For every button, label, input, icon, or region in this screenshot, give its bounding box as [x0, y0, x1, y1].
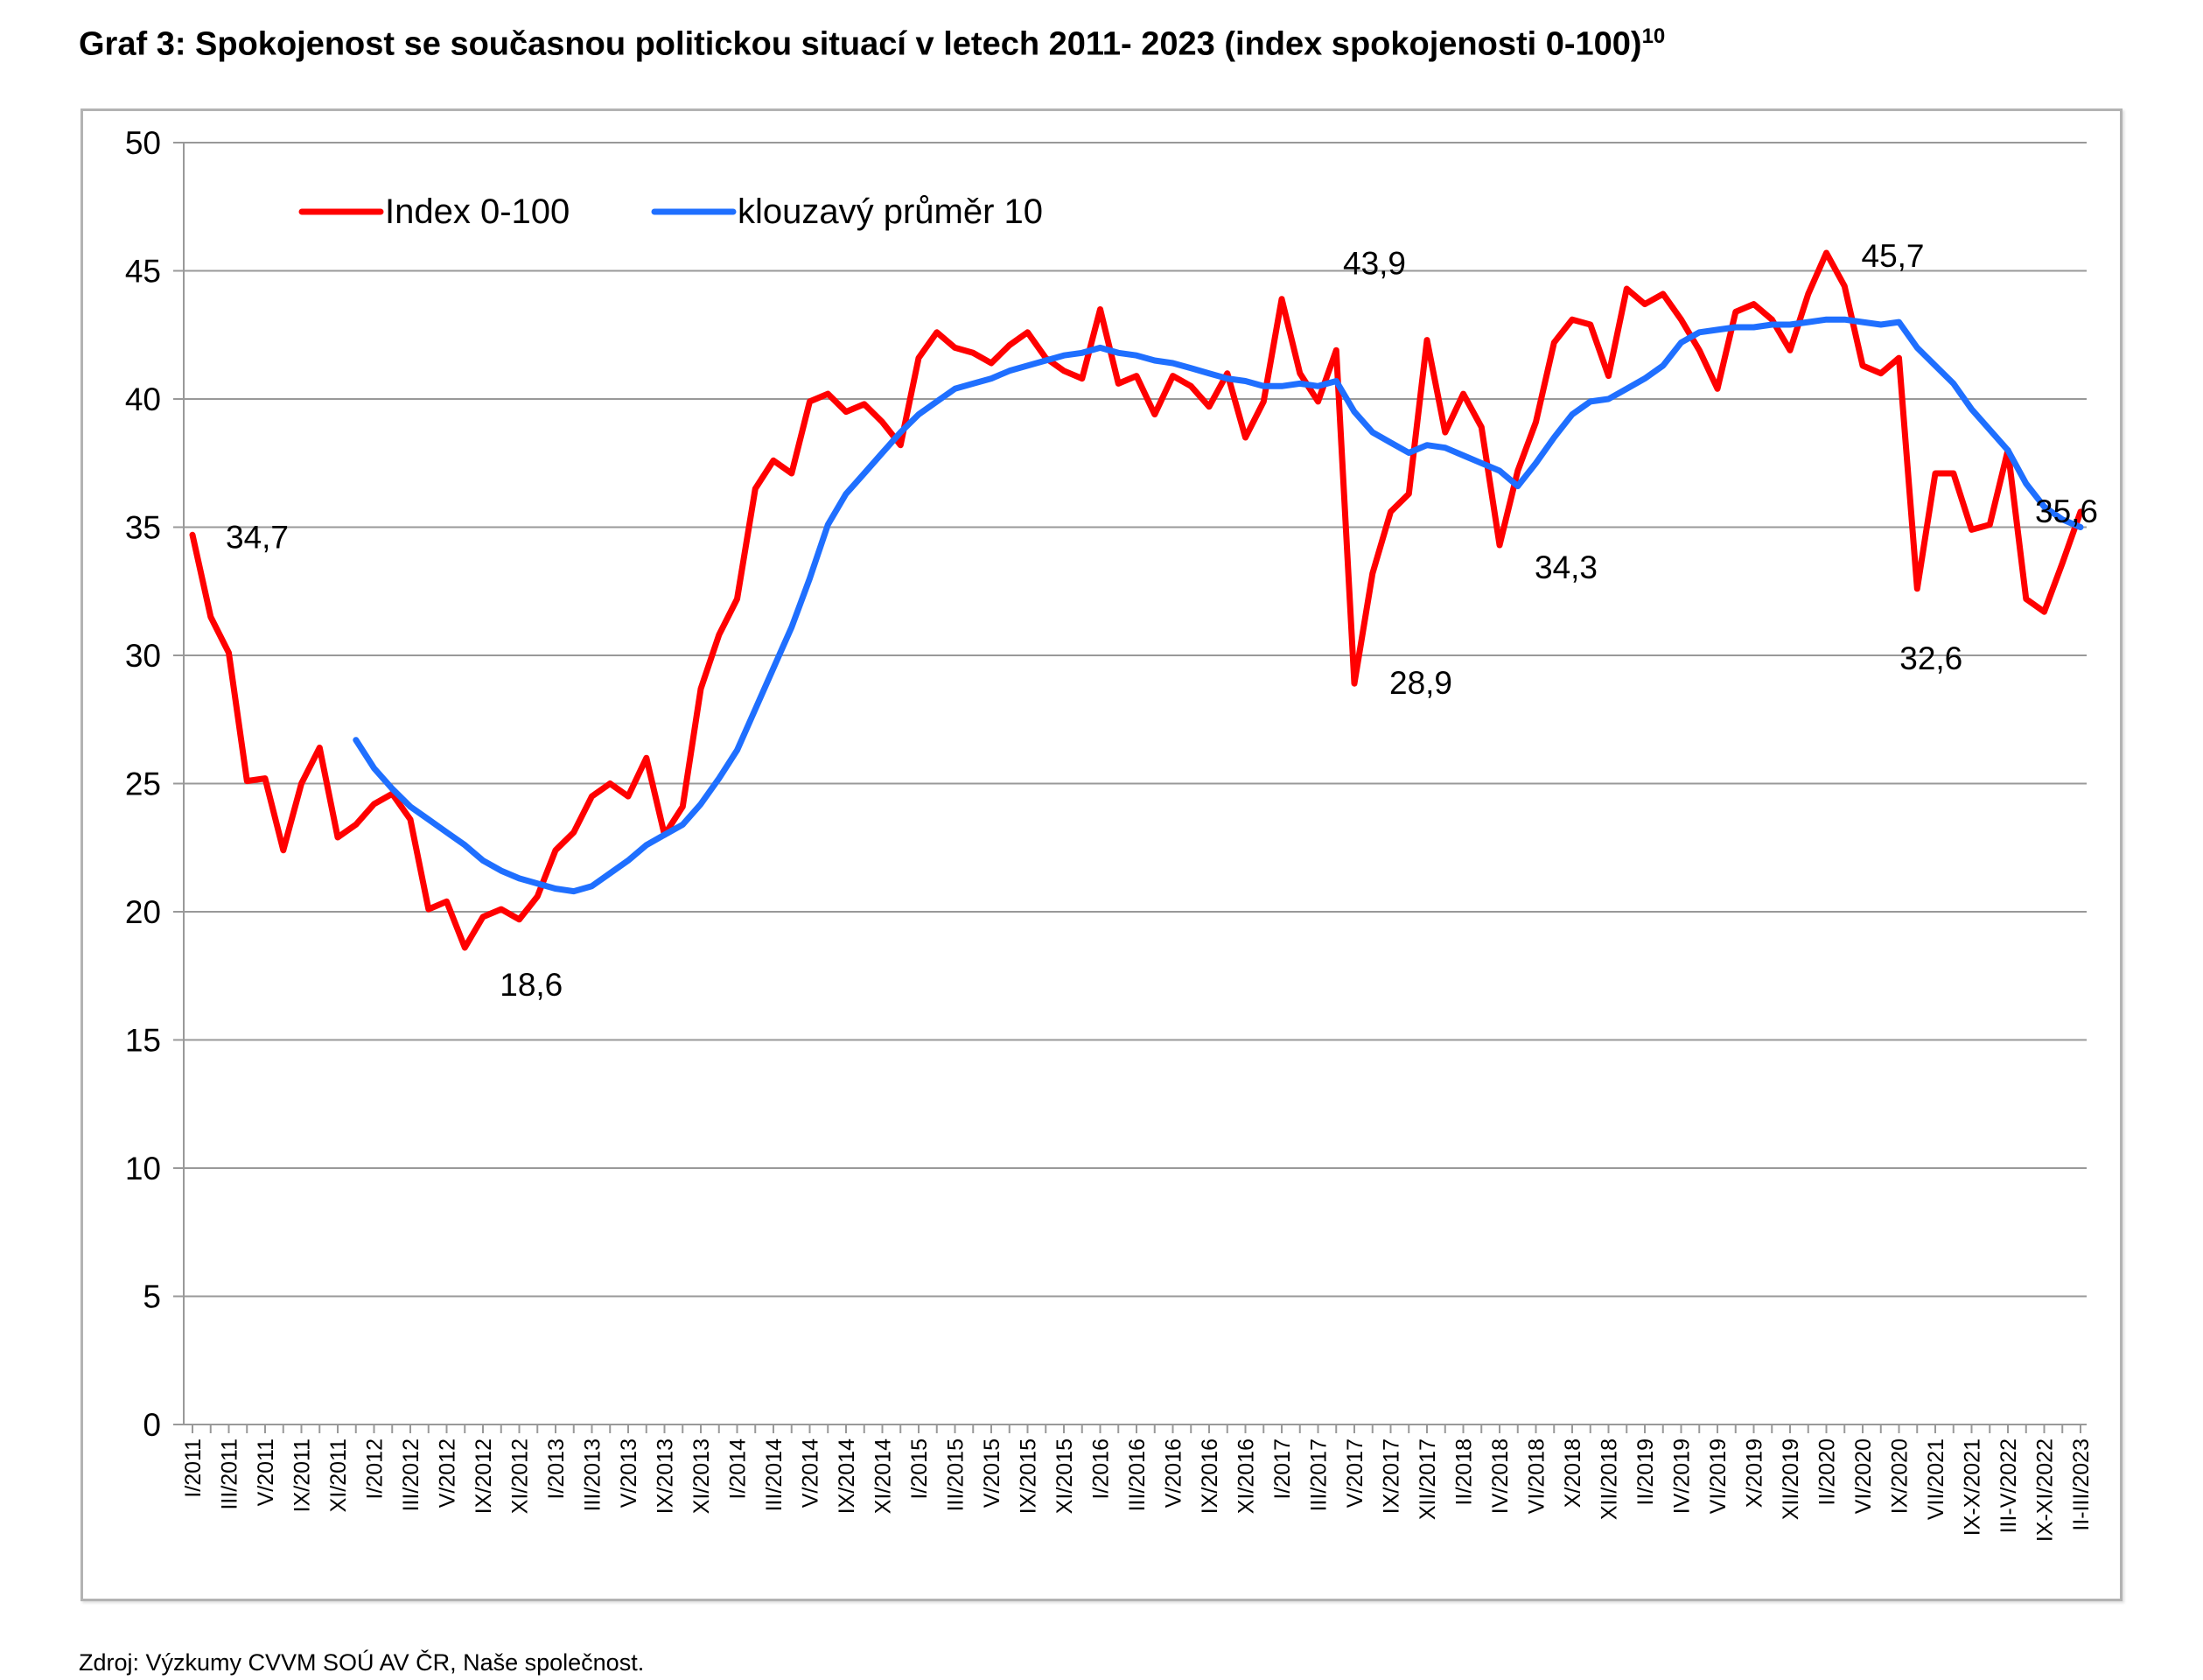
- x-tick-label: II-III/2023: [2069, 1438, 2094, 1531]
- chart-title-text: Graf 3: Spokojenost se současnou politic…: [79, 25, 1642, 63]
- x-tick-label: I/2011: [181, 1438, 206, 1498]
- y-tick-label: 10: [125, 1151, 161, 1186]
- x-tick-label: V/2012: [436, 1438, 460, 1508]
- y-tick-label: 5: [143, 1279, 161, 1315]
- x-tick-label: VI/2020: [1851, 1438, 1876, 1514]
- x-tick-label: I/2012: [363, 1438, 388, 1500]
- legend-label-0: Index 0-100: [385, 192, 570, 231]
- x-tick-label: IX/2012: [472, 1438, 496, 1514]
- y-tick-label: 35: [125, 510, 161, 546]
- x-tick-label: III-V/2022: [1997, 1438, 2021, 1533]
- x-tick-label: XI/2013: [689, 1438, 714, 1514]
- data-label: 35,6: [2035, 494, 2098, 529]
- x-tick-label: I/2016: [1089, 1438, 1114, 1500]
- x-tick-label: VII/2021: [1924, 1438, 1948, 1520]
- y-tick-label: 20: [125, 894, 161, 930]
- legend-label-1: klouzavý průměr 10: [738, 192, 1043, 231]
- x-tick-label: XII/2017: [1416, 1438, 1440, 1520]
- y-tick-label: 30: [125, 638, 161, 674]
- data-label: 34,3: [1535, 550, 1598, 585]
- x-tick-label: II/2020: [1815, 1438, 1840, 1505]
- title-footnote-mark: 10: [1641, 24, 1666, 48]
- x-tick-label: IX/2011: [290, 1438, 315, 1512]
- data-label: 28,9: [1389, 665, 1452, 701]
- series-lines: [189, 249, 2084, 951]
- y-tick-label: 45: [125, 254, 161, 290]
- x-tick-label: I/2013: [544, 1438, 569, 1500]
- gridlines: [184, 142, 2087, 1298]
- x-tick-label: XII/2019: [1779, 1438, 1803, 1520]
- x-tick-label: XI/2014: [871, 1438, 896, 1514]
- data-label: 18,6: [500, 967, 563, 1003]
- x-tick-label: III/2011: [218, 1438, 242, 1510]
- x-tick-label: IX/2015: [1017, 1438, 1041, 1514]
- x-tick-label: III/2015: [944, 1438, 969, 1511]
- x-tick-label: V/2014: [799, 1438, 823, 1508]
- x-tick-label: XI/2015: [1053, 1438, 1077, 1514]
- x-tick-label: IV/2019: [1670, 1438, 1695, 1514]
- x-tick-label: IX/2014: [835, 1438, 859, 1514]
- x-tick-label: IX/2020: [1888, 1438, 1913, 1514]
- x-tick-label: XI/2016: [1234, 1438, 1259, 1514]
- x-tick-label: I/2014: [726, 1438, 751, 1500]
- source-note: Zdroj: Výzkumy CVVM SOÚ AV ČR, Naše spol…: [79, 1649, 645, 1676]
- x-tick-label: I/2017: [1270, 1438, 1295, 1500]
- series-line-moving-average: [353, 316, 2084, 895]
- x-tick-label: VI/2018: [1525, 1438, 1549, 1514]
- x-tick-label: V/2013: [617, 1438, 641, 1508]
- chart-title: Graf 3: Spokojenost se současnou politic…: [79, 24, 1665, 64]
- x-tick-label: III/2014: [762, 1438, 787, 1511]
- x-tick-label: V/2015: [980, 1438, 1004, 1508]
- x-axis-tick-labels: I/2011 III/2011 V/2011 IX/2011 XI/2011 I/2012…: [181, 1438, 2094, 1542]
- y-tick-label: 15: [125, 1023, 161, 1059]
- x-tick-label: II/2019: [1633, 1438, 1658, 1505]
- x-tick-label: X/2019: [1743, 1438, 1767, 1508]
- x-tick-label: V/2017: [1343, 1438, 1367, 1508]
- axes: [173, 142, 2087, 1433]
- series-line-index: [189, 249, 2084, 951]
- x-tick-label: III/2013: [581, 1438, 605, 1511]
- x-tick-label: X/2018: [1561, 1438, 1585, 1508]
- data-label: 32,6: [1899, 640, 1962, 676]
- x-tick-label: IX/2016: [1198, 1438, 1222, 1514]
- x-tick-label: VI/2019: [1706, 1438, 1731, 1514]
- y-axis-tick-labels: 0 5 10 15 20 25 30 35 40 45 50: [125, 125, 161, 1443]
- x-tick-label: V/2011: [254, 1438, 278, 1506]
- x-tick-label: IX/2017: [1380, 1438, 1404, 1514]
- x-tick-label: I/2015: [907, 1438, 932, 1500]
- data-labels: 34,7 18,6 43,9 28,9 34,3 45,7 32,6 35,6: [226, 238, 2098, 1003]
- y-tick-label: 50: [125, 125, 161, 161]
- data-label: 43,9: [1343, 246, 1406, 282]
- data-label: 45,7: [1862, 238, 1925, 274]
- x-tick-label: IV/2018: [1488, 1438, 1513, 1514]
- data-label: 34,7: [226, 519, 289, 555]
- x-tick-label: IX/2013: [654, 1438, 678, 1514]
- x-tick-label: V/2016: [1162, 1438, 1186, 1508]
- x-tick-label: III/2016: [1125, 1438, 1150, 1511]
- y-tick-label: 25: [125, 766, 161, 802]
- x-tick-label: XI/2011: [326, 1438, 351, 1512]
- x-tick-label: II/2018: [1452, 1438, 1477, 1505]
- legend: Index 0-100 klouzavý průměr 10: [298, 192, 1043, 231]
- x-tick-label: III/2017: [1307, 1438, 1332, 1511]
- y-tick-label: 40: [125, 382, 161, 417]
- y-tick-label: 0: [143, 1407, 161, 1443]
- chart-frame: [80, 108, 2123, 1601]
- x-tick-label: IX-X/2021: [1961, 1438, 1985, 1536]
- x-tick-label: IX-XI/2022: [2033, 1438, 2058, 1542]
- x-tick-label: XI/2012: [508, 1438, 533, 1514]
- x-tick-label: XII/2018: [1598, 1438, 1622, 1520]
- x-tick-label: III/2012: [399, 1438, 423, 1511]
